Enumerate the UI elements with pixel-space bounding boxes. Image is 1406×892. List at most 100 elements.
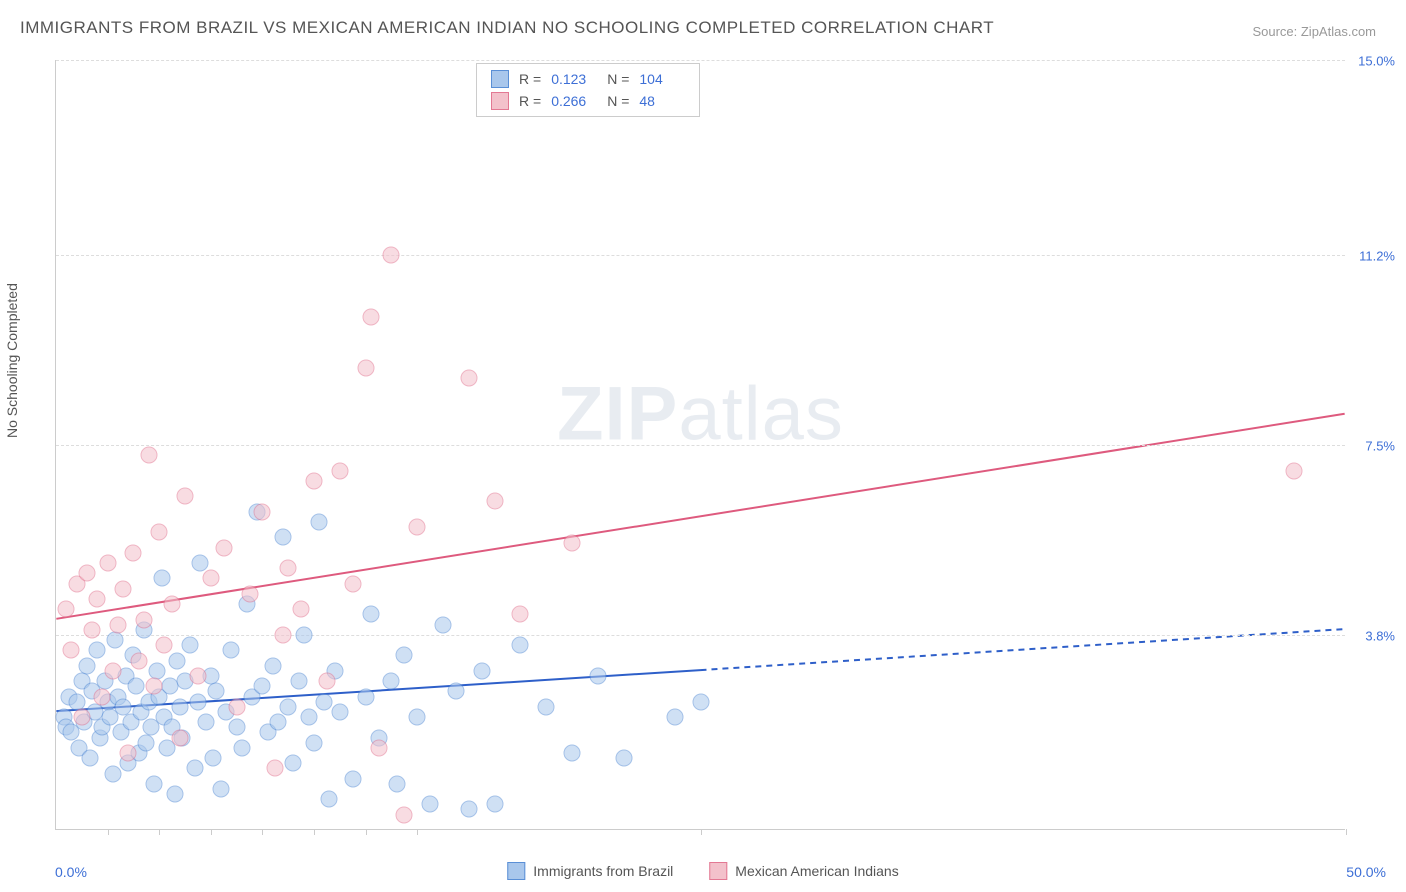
data-point [280, 698, 297, 715]
data-point [396, 647, 413, 664]
data-point [127, 678, 144, 695]
data-point [383, 673, 400, 690]
correlation-legend: R =0.123 N =104 R =0.266 N =48 [476, 63, 700, 117]
data-point [460, 801, 477, 818]
data-point [84, 621, 101, 638]
chart-title: IMMIGRANTS FROM BRAZIL VS MEXICAN AMERIC… [20, 18, 994, 38]
data-point [241, 585, 258, 602]
data-point [316, 693, 333, 710]
data-point [280, 560, 297, 577]
data-point [422, 796, 439, 813]
data-point [383, 247, 400, 264]
data-point [318, 673, 335, 690]
data-point [68, 693, 85, 710]
data-point [290, 673, 307, 690]
data-point [146, 678, 163, 695]
data-point [362, 308, 379, 325]
data-point [140, 447, 157, 464]
data-point [151, 524, 168, 541]
data-point [285, 755, 302, 772]
data-point [192, 555, 209, 572]
data-point [321, 791, 338, 808]
data-point [104, 662, 121, 679]
data-point [171, 698, 188, 715]
data-point [275, 626, 292, 643]
data-point [125, 544, 142, 561]
data-point [357, 360, 374, 377]
data-point [538, 698, 555, 715]
data-point [435, 616, 452, 633]
data-point [171, 729, 188, 746]
data-point [135, 611, 152, 628]
data-point [1286, 462, 1303, 479]
data-point [63, 642, 80, 659]
data-point [228, 698, 245, 715]
data-point [233, 739, 250, 756]
data-point [207, 683, 224, 700]
legend-item-brazil: Immigrants from Brazil [507, 862, 673, 880]
data-point [254, 503, 271, 520]
swatch-mexican [491, 92, 509, 110]
legend-row-mexican: R =0.266 N =48 [491, 92, 685, 110]
data-point [81, 750, 98, 767]
data-point [215, 539, 232, 556]
data-point [693, 693, 710, 710]
source-label: Source: ZipAtlas.com [1252, 24, 1376, 39]
data-point [615, 750, 632, 767]
data-point [89, 642, 106, 659]
swatch-mexican [709, 862, 727, 880]
data-point [344, 575, 361, 592]
data-point [409, 709, 426, 726]
data-point [486, 796, 503, 813]
x-axis-min-label: 0.0% [55, 864, 87, 880]
data-point [267, 760, 284, 777]
data-point [94, 688, 111, 705]
data-point [197, 714, 214, 731]
data-point [447, 683, 464, 700]
data-point [306, 472, 323, 489]
legend-label-brazil: Immigrants from Brazil [533, 863, 673, 879]
data-point [189, 693, 206, 710]
x-axis-max-label: 50.0% [1346, 864, 1386, 880]
data-point [166, 786, 183, 803]
data-point [115, 580, 132, 597]
data-point [295, 626, 312, 643]
data-point [161, 678, 178, 695]
data-point [138, 734, 155, 751]
data-point [89, 591, 106, 608]
data-point [254, 678, 271, 695]
data-point [264, 657, 281, 674]
swatch-brazil [491, 70, 509, 88]
data-point [120, 745, 137, 762]
data-point [396, 806, 413, 823]
data-point [564, 534, 581, 551]
data-point [362, 606, 379, 623]
legend-item-mexican: Mexican American Indians [709, 862, 898, 880]
data-point [109, 616, 126, 633]
data-point [228, 719, 245, 736]
y-axis-title: No Schooling Completed [4, 283, 20, 438]
data-point [473, 662, 490, 679]
data-point [667, 709, 684, 726]
data-point [331, 462, 348, 479]
data-point [388, 775, 405, 792]
data-point [78, 657, 95, 674]
data-point [104, 765, 121, 782]
data-point [512, 606, 529, 623]
data-point [189, 668, 206, 685]
data-point [344, 770, 361, 787]
data-point [153, 570, 170, 587]
data-point [300, 709, 317, 726]
data-point [146, 775, 163, 792]
data-point [130, 652, 147, 669]
data-point [357, 688, 374, 705]
data-point [486, 493, 503, 510]
data-point [589, 668, 606, 685]
data-point [107, 632, 124, 649]
data-point [169, 652, 186, 669]
data-point [409, 519, 426, 536]
legend-label-mexican: Mexican American Indians [735, 863, 898, 879]
data-point [311, 514, 328, 531]
data-point [187, 760, 204, 777]
data-point [58, 601, 75, 618]
